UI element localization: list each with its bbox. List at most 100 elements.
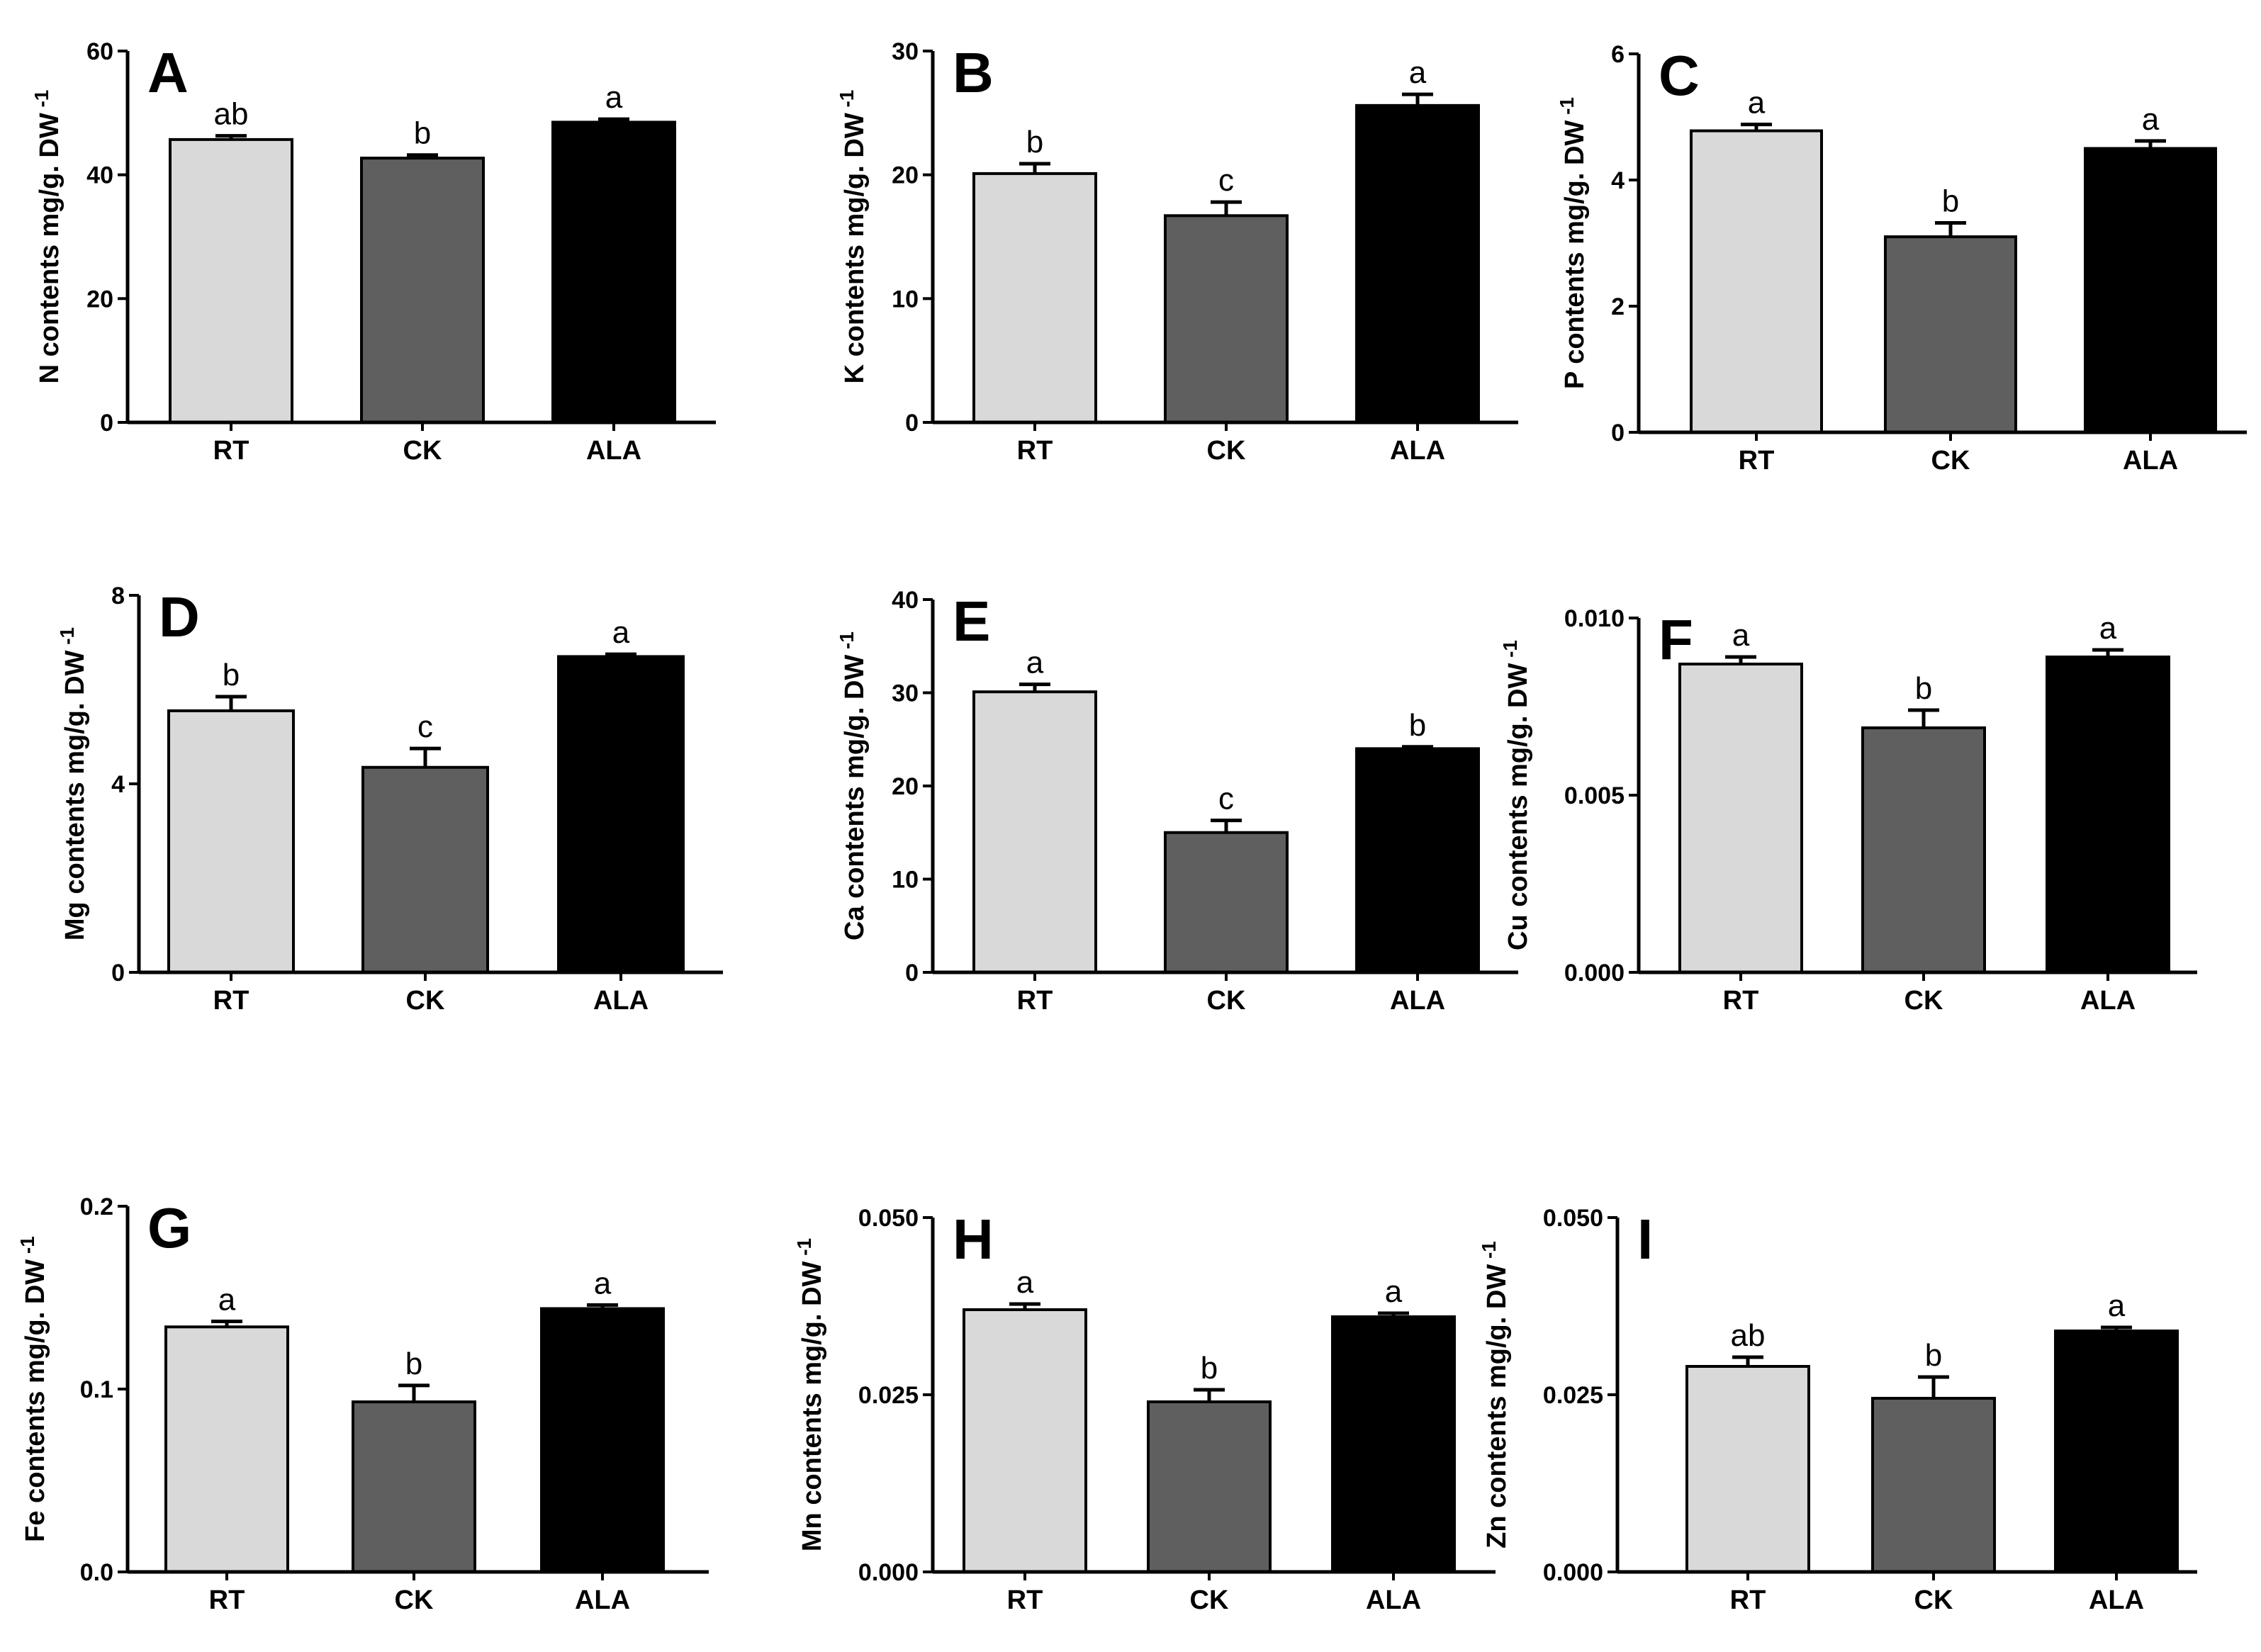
bar-ala	[540, 1307, 665, 1573]
x-tick-label-ck: CK	[1904, 986, 1943, 1016]
y-tick-label: 8	[111, 583, 125, 609]
bar-rt	[963, 1308, 1087, 1573]
bar-ala	[551, 120, 676, 425]
significance-label-ala: a	[2142, 102, 2160, 137]
y-axis-label-superscript: -1	[793, 1238, 815, 1262]
bar-rt	[972, 172, 1097, 424]
y-axis-label-text: Fe contents mg/g. DW	[21, 1259, 50, 1542]
y-axis-label-text: Mn contents mg/g. DW	[797, 1261, 827, 1551]
bar-rt	[169, 137, 293, 425]
significance-label-rt: b	[223, 658, 240, 692]
significance-label-ala: a	[2099, 611, 2117, 646]
y-tick-label: 4	[1611, 167, 1625, 194]
significance-label-ck: c	[1218, 163, 1234, 198]
bar-ck	[361, 765, 489, 974]
y-axis-label-superscript: -1	[1478, 1241, 1500, 1264]
y-axis-label-superscript: -1	[30, 90, 52, 113]
bar-rt	[1685, 1365, 1810, 1573]
bar-ala	[2084, 147, 2217, 434]
bar-ck	[1871, 1397, 1996, 1573]
significance-label-ck: b	[1942, 184, 1959, 219]
bar-rt	[167, 709, 295, 974]
significance-label-ck: b	[405, 1347, 422, 1381]
bar-ck	[1164, 214, 1289, 424]
y-axis-label-text: Ca contents mg/g. DW	[840, 655, 870, 940]
bar-ck	[1164, 831, 1289, 974]
y-tick-label: 0	[905, 410, 919, 437]
y-tick-label: 0.050	[858, 1205, 919, 1232]
significance-label-rt: a	[1732, 618, 1750, 653]
x-tick-label-ck: CK	[1931, 446, 1970, 476]
y-tick-label: 40	[892, 587, 919, 614]
bar-ala	[2054, 1330, 2179, 1573]
x-tick-label-ala: ALA	[2089, 1585, 2144, 1615]
y-axis-label-superscript: -1	[836, 631, 858, 655]
bar-ck	[360, 157, 485, 424]
y-tick-label: 10	[892, 867, 919, 894]
significance-label-ala: a	[2108, 1288, 2126, 1323]
x-tick-label-ala: ALA	[1390, 436, 1445, 466]
y-tick-label: 60	[86, 38, 113, 65]
significance-label-ala: a	[605, 80, 623, 115]
y-axis-label: Cu contents mg/g. DW -1	[1499, 640, 1533, 950]
x-tick-label-rt: RT	[1017, 986, 1053, 1016]
y-tick-label: 0.050	[1543, 1205, 1603, 1232]
y-axis-label: N contents mg/g. DW -1	[30, 90, 64, 384]
bar-rt	[164, 1325, 289, 1574]
panel-letter: G	[147, 1196, 191, 1259]
significance-label-rt: a	[1748, 86, 1766, 120]
y-tick-label: 0	[1611, 420, 1625, 446]
x-tick-label-rt: RT	[213, 986, 249, 1016]
x-tick-label-ck: CK	[403, 436, 442, 466]
bar-ala	[1355, 747, 1480, 974]
y-tick-label: 0	[111, 960, 125, 987]
y-axis-label-superscript: -1	[1556, 97, 1578, 120]
bar-ck	[1147, 1400, 1272, 1573]
panel-c: a RT b CK a ALA 0 2 4 6 P contents mg/g. DW -1 C	[1556, 41, 2247, 476]
significance-label-ala: b	[1409, 708, 1426, 743]
x-tick-label-rt: RT	[209, 1585, 245, 1615]
significance-label-ala: a	[1385, 1274, 1403, 1309]
x-tick-label-ck: CK	[1207, 436, 1246, 466]
panel-letter: C	[1659, 44, 1700, 107]
y-axis-label-text: Cu contents mg/g. DW	[1503, 663, 1533, 950]
significance-label-ck: b	[1925, 1338, 1942, 1373]
panel-b: b RT c CK a ALA 0 10 20 30 K contents mg/g. DW -1 B	[836, 38, 1518, 466]
panel-i: ab RT b CK a ALA 0.000 0.025 0.050 Zn contents mg…	[1478, 1205, 2197, 1615]
y-tick-label: 0.005	[1564, 782, 1625, 809]
y-tick-label: 0.2	[80, 1193, 113, 1220]
y-axis-label-superscript: -1	[836, 90, 858, 113]
significance-label-ala: a	[612, 615, 630, 650]
bar-rt	[972, 690, 1097, 974]
panel-letter: E	[953, 590, 990, 653]
bar-ala	[1355, 103, 1480, 424]
y-tick-label: 0.1	[80, 1376, 113, 1403]
significance-label-ala: a	[1409, 55, 1427, 90]
y-tick-label: 2	[1611, 293, 1625, 320]
y-axis-label-text: Mg contents mg/g. DW	[60, 650, 90, 940]
y-axis-label-text: K contents mg/g. DW	[840, 113, 870, 383]
significance-label-rt: ab	[1731, 1318, 1766, 1353]
x-tick-label-ck: CK	[1190, 1585, 1229, 1615]
panel-letter: I	[1637, 1208, 1653, 1271]
significance-label-rt: b	[1026, 125, 1043, 159]
significance-label-rt: a	[1016, 1265, 1034, 1300]
y-axis-label-text: N contents mg/g. DW	[35, 113, 64, 383]
y-tick-label: 40	[86, 162, 113, 189]
x-tick-label-ck: CK	[1914, 1585, 1953, 1615]
x-tick-label-rt: RT	[1739, 446, 1775, 476]
x-tick-label-rt: RT	[1723, 986, 1759, 1016]
y-tick-label: 0	[905, 960, 919, 987]
panel-f: a RT b CK a ALA 0.000 0.005 0.010 Cu contents mg/…	[1499, 605, 2197, 1016]
x-tick-label-rt: RT	[1730, 1585, 1766, 1615]
panel-letter: B	[953, 41, 994, 104]
bar-ala	[1331, 1315, 1456, 1573]
panel-h: a RT b CK a ALA 0.000 0.025 0.050 Mn contents mg/…	[793, 1205, 1496, 1615]
panel-letter: D	[159, 585, 200, 648]
y-axis-label-text: Zn contents mg/g. DW	[1482, 1264, 1512, 1549]
y-tick-label: 20	[892, 773, 919, 800]
x-tick-label-ala: ALA	[2123, 446, 2178, 476]
x-tick-label-ala: ALA	[2080, 986, 2136, 1016]
significance-label-ck: b	[414, 116, 431, 151]
